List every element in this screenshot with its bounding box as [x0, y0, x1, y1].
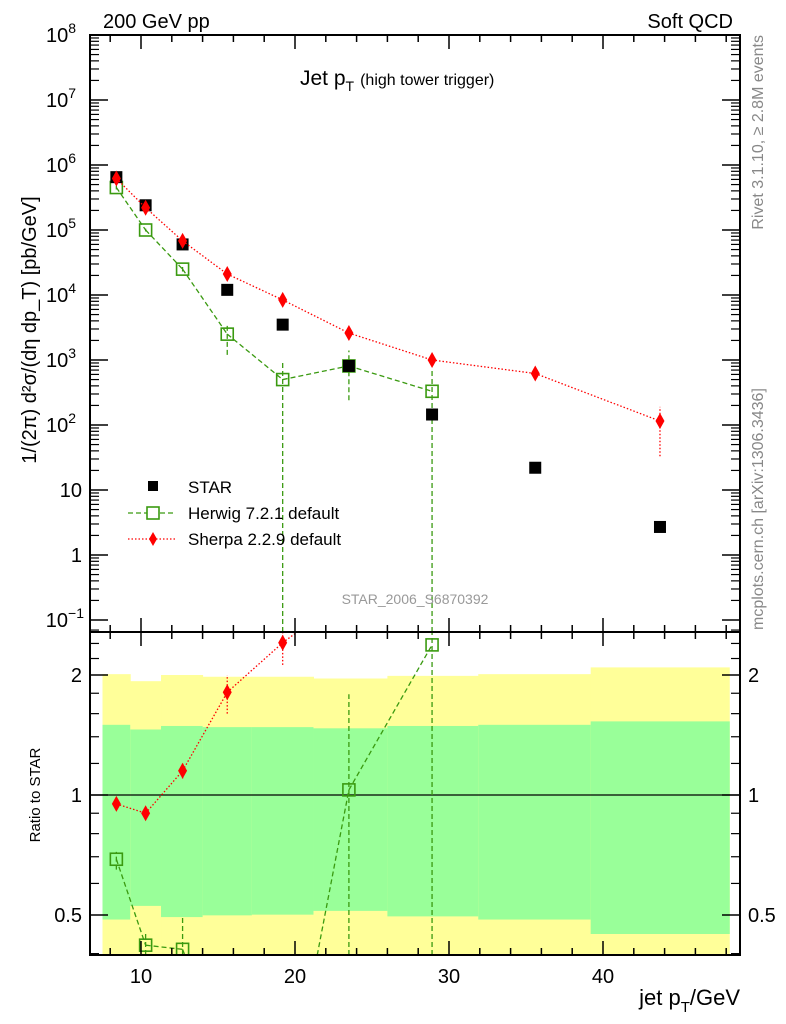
mcplots-info: mcplots.cern.ch [arXiv:1306.3436] — [750, 388, 767, 630]
herwig-ratio-line — [145, 944, 183, 950]
herwig-point — [425, 384, 439, 399]
herwig-line — [348, 365, 433, 392]
star-point — [342, 359, 355, 372]
header-right: Soft QCD — [647, 11, 733, 33]
x-tick-label: 30 — [438, 966, 460, 988]
herwig-line — [226, 333, 284, 381]
herwig-ratio-point — [342, 783, 356, 797]
herwig-line — [182, 268, 228, 335]
herwig-point — [175, 262, 190, 276]
ratio-y-tick-label-right: 2 — [748, 665, 759, 687]
sherpa-ratio-line — [116, 803, 146, 814]
herwig-ratio-line — [348, 644, 433, 791]
green-band — [102, 724, 131, 920]
ratio-frame — [89, 631, 741, 956]
ratio-y-tick-label-right: 1 — [748, 785, 759, 807]
legend: STAR Herwig 7.2.1 default Sherpa 2.2.9 d… — [128, 478, 341, 549]
star-point — [221, 283, 234, 296]
ratio-y-tick-label: 2 — [71, 665, 82, 687]
sherpa-ratio-line — [182, 691, 228, 772]
sherpa-point — [111, 170, 121, 187]
sherpa-point — [141, 199, 151, 216]
green-band — [161, 725, 204, 918]
sherpa-ratio-point — [178, 762, 188, 779]
ratio-y-tick-label: 0.5 — [54, 905, 82, 927]
sherpa-line — [182, 240, 228, 275]
sherpa-ratio-point — [278, 634, 288, 651]
legend-sherpa-label: Sherpa 2.2.9 default — [188, 530, 341, 549]
y-tick-label: 10−1 — [46, 605, 84, 632]
herwig-line — [115, 187, 147, 231]
herwig-point — [275, 372, 290, 387]
sherpa-point — [278, 291, 288, 308]
x-tick-label: 10 — [130, 966, 152, 988]
sherpa-line — [226, 273, 283, 301]
herwig-ratio-point — [138, 938, 153, 952]
x-tick-label: 40 — [592, 966, 614, 988]
sherpa-ratio-point — [111, 795, 121, 812]
sherpa-line — [282, 299, 350, 334]
legend-star-label: STAR — [188, 478, 232, 497]
green-band — [590, 721, 730, 935]
herwig-ratio-line — [115, 859, 147, 946]
y-tick-label: 10 — [60, 480, 82, 502]
y-tick-label: 103 — [46, 345, 76, 372]
herwig-line — [282, 365, 350, 381]
x-tick-label: 20 — [284, 966, 306, 988]
green-band — [251, 727, 314, 915]
sherpa-line — [145, 207, 184, 242]
green-band — [478, 724, 592, 920]
y-tick-label: 105 — [46, 215, 76, 242]
herwig-ratio-point — [425, 638, 439, 652]
y-tick-label: 108 — [46, 20, 76, 47]
star-point — [653, 520, 666, 533]
sherpa-point — [427, 352, 437, 368]
herwig-ratio-line — [316, 789, 350, 955]
analysis-watermark: STAR_2006_S6870392 — [342, 591, 489, 607]
sherpa-line — [348, 332, 433, 361]
y-tick-label: 107 — [46, 85, 76, 112]
sherpa-point — [222, 266, 232, 283]
star-point — [276, 318, 289, 331]
sherpa-point — [178, 232, 188, 249]
herwig-ratio-point — [175, 942, 190, 955]
sherpa-ratio-line — [145, 770, 184, 814]
sherpa-ratio-point — [141, 805, 151, 822]
y-tick-label: 106 — [46, 150, 76, 177]
legend-star-marker — [148, 481, 158, 491]
rivet-info: Rivet 3.1.10, ≥ 2.8M events — [750, 35, 767, 230]
header-left: 200 GeV pp — [103, 11, 210, 33]
ratio-y-tick-label: 1 — [71, 785, 82, 807]
legend-sherpa-marker — [149, 532, 157, 546]
ratio-plot-data — [109, 632, 439, 955]
y-axis-label: 1/(2π) d²σ/(dη dp_T) [pb/GeV] — [19, 196, 41, 463]
legend-herwig-label: Herwig 7.2.1 default — [188, 504, 339, 523]
sherpa-point — [344, 325, 354, 342]
green-band — [202, 727, 253, 916]
uncertainty-bands — [102, 667, 730, 955]
herwig-point — [138, 223, 153, 237]
y-tick-label: 104 — [46, 280, 76, 307]
sherpa-point — [655, 413, 665, 430]
herwig-point — [220, 327, 235, 341]
ratio-y-axis-label: Ratio to STAR — [27, 747, 44, 842]
green-band — [313, 728, 388, 911]
sherpa-line — [431, 359, 536, 375]
y-tick-label: 102 — [46, 410, 76, 437]
y-tick-label: 1 — [71, 545, 82, 567]
green-band — [387, 725, 479, 917]
sherpa-line — [535, 372, 661, 422]
star-point — [426, 408, 439, 421]
star-point — [529, 461, 542, 474]
plot-title: Jet pT (high tower trigger) — [300, 67, 494, 94]
main-plot-data — [109, 170, 666, 632]
ratio-y-tick-label-right: 0.5 — [748, 905, 776, 927]
x-axis-label: jet pT/GeV — [638, 985, 740, 1016]
sherpa-point — [530, 365, 540, 382]
sherpa-ratio-point — [222, 684, 232, 701]
herwig-ratio-point — [109, 852, 124, 867]
legend-herwig-marker — [146, 506, 160, 520]
axes: 10 20 30 40 10−1 1 10 102 103 104 105 106 107 108 0.5 0… — [46, 20, 776, 988]
